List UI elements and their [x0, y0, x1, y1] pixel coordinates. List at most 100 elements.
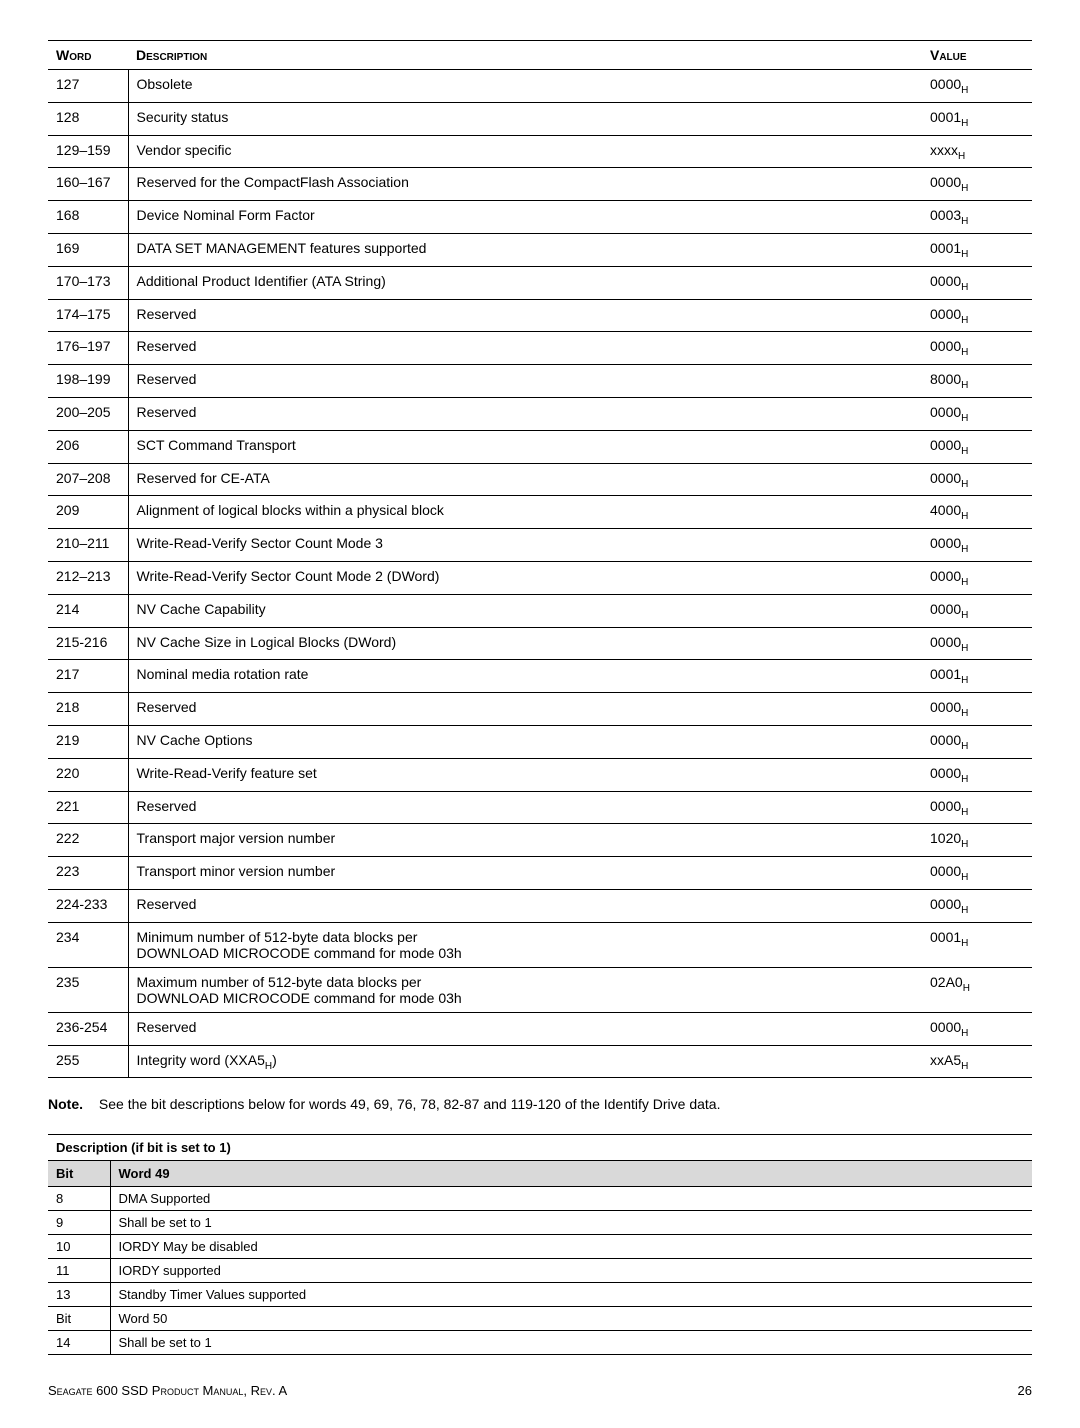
cell-value: 0000H — [922, 1012, 1032, 1045]
cell-bit: 11 — [48, 1259, 110, 1283]
table-row: 220Write-Read-Verify feature set0000H — [48, 758, 1032, 791]
cell-description: Vendor specific — [128, 135, 922, 168]
bits-col-bit: Bit — [48, 1161, 110, 1187]
cell-bit: 10 — [48, 1235, 110, 1259]
table-row: 207–208Reserved for CE-ATA0000H — [48, 463, 1032, 496]
table-row: 174–175Reserved0000H — [48, 299, 1032, 332]
cell-word: 221 — [48, 791, 128, 824]
cell-value: 0000H — [922, 430, 1032, 463]
cell-word: 210–211 — [48, 529, 128, 562]
table-row: 221Reserved0000H — [48, 791, 1032, 824]
cell-word: 160–167 — [48, 168, 128, 201]
cell-bit-description: Word 50 — [110, 1307, 1032, 1331]
cell-word: 209 — [48, 496, 128, 529]
identify-words-table: Word Description Value 127Obsolete0000H1… — [48, 40, 1032, 1078]
cell-word: 219 — [48, 725, 128, 758]
col-word: Word — [48, 41, 128, 70]
col-desc: Description — [128, 41, 922, 70]
cell-value: 0000H — [922, 725, 1032, 758]
cell-bit: Bit — [48, 1307, 110, 1331]
cell-word: 212–213 — [48, 561, 128, 594]
table-row: 13Standby Timer Values supported — [48, 1283, 1032, 1307]
cell-value: xxxxH — [922, 135, 1032, 168]
cell-word: 214 — [48, 594, 128, 627]
cell-word: 129–159 — [48, 135, 128, 168]
cell-description: Device Nominal Form Factor — [128, 201, 922, 234]
table-row: 160–167Reserved for the CompactFlash Ass… — [48, 168, 1032, 201]
cell-description: Reserved — [128, 397, 922, 430]
cell-value: 1020H — [922, 824, 1032, 857]
cell-value: 0003H — [922, 201, 1032, 234]
bits-header-1: Description (if bit is set to 1) — [48, 1135, 1032, 1161]
cell-word: 234 — [48, 922, 128, 967]
cell-description: Reserved — [128, 693, 922, 726]
table-row: 128Security status0001H — [48, 102, 1032, 135]
cell-value: 0000H — [922, 70, 1032, 103]
cell-word: 169 — [48, 233, 128, 266]
cell-word: 255 — [48, 1045, 128, 1078]
cell-description: Write-Read-Verify Sector Count Mode 3 — [128, 529, 922, 562]
table-row: 212–213Write-Read-Verify Sector Count Mo… — [48, 561, 1032, 594]
note-label: Note. — [48, 1096, 83, 1112]
cell-word: 174–175 — [48, 299, 128, 332]
cell-value: 0000H — [922, 332, 1032, 365]
cell-value: 0001H — [922, 233, 1032, 266]
page-footer: Seagate 600 SSD Product Manual, Rev. A 2… — [48, 1383, 1032, 1398]
cell-value: xxA5H — [922, 1045, 1032, 1078]
table-row: 129–159Vendor specificxxxxH — [48, 135, 1032, 168]
footer-left: Seagate 600 SSD Product Manual, Rev. A — [48, 1383, 287, 1398]
table-row: 14Shall be set to 1 — [48, 1331, 1032, 1355]
cell-value: 0000H — [922, 857, 1032, 890]
cell-word: 170–173 — [48, 266, 128, 299]
cell-value: 0000H — [922, 397, 1032, 430]
cell-word: 224-233 — [48, 889, 128, 922]
cell-description: NV Cache Options — [128, 725, 922, 758]
table-row: 11IORDY supported — [48, 1259, 1032, 1283]
cell-value: 0000H — [922, 594, 1032, 627]
cell-word: 207–208 — [48, 463, 128, 496]
table-header-row: Word Description Value — [48, 41, 1032, 70]
table-row: 127Obsolete0000H — [48, 70, 1032, 103]
table-row: 214NV Cache Capability0000H — [48, 594, 1032, 627]
table-row: 9Shall be set to 1 — [48, 1211, 1032, 1235]
table-row: 170–173Additional Product Identifier (AT… — [48, 266, 1032, 299]
cell-bit: 8 — [48, 1187, 110, 1211]
cell-bit: 14 — [48, 1331, 110, 1355]
cell-description: Reserved for CE-ATA — [128, 463, 922, 496]
table-row: 209Alignment of logical blocks within a … — [48, 496, 1032, 529]
cell-description: Reserved — [128, 365, 922, 398]
cell-bit-description: Shall be set to 1 — [110, 1211, 1032, 1235]
cell-description: NV Cache Size in Logical Blocks (DWord) — [128, 627, 922, 660]
table-row: 210–211Write-Read-Verify Sector Count Mo… — [48, 529, 1032, 562]
bits-col-word: Word 49 — [110, 1161, 1032, 1187]
cell-word: 176–197 — [48, 332, 128, 365]
cell-word: 215-216 — [48, 627, 128, 660]
cell-value: 0000H — [922, 168, 1032, 201]
table-row: 198–199Reserved8000H — [48, 365, 1032, 398]
table-row: 236-254Reserved0000H — [48, 1012, 1032, 1045]
cell-value: 4000H — [922, 496, 1032, 529]
cell-word: 127 — [48, 70, 128, 103]
bits-header-row-2: Bit Word 49 — [48, 1161, 1032, 1187]
cell-description: Write-Read-Verify feature set — [128, 758, 922, 791]
cell-value: 02A0H — [922, 967, 1032, 1012]
table-row: 222Transport major version number1020H — [48, 824, 1032, 857]
table-row: BitWord 50 — [48, 1307, 1032, 1331]
cell-value: 0000H — [922, 299, 1032, 332]
table-row: 8DMA Supported — [48, 1187, 1032, 1211]
table-row: 168Device Nominal Form Factor0003H — [48, 201, 1032, 234]
cell-bit-description: Shall be set to 1 — [110, 1331, 1032, 1355]
table-row: 224-233Reserved0000H — [48, 889, 1032, 922]
cell-word: 222 — [48, 824, 128, 857]
cell-description: Security status — [128, 102, 922, 135]
table-row: 218Reserved0000H — [48, 693, 1032, 726]
cell-description: Minimum number of 512-byte data blocks p… — [128, 922, 922, 967]
cell-value: 0001H — [922, 102, 1032, 135]
table-row: 200–205Reserved0000H — [48, 397, 1032, 430]
cell-description: Reserved for the CompactFlash Associatio… — [128, 168, 922, 201]
cell-description: NV Cache Capability — [128, 594, 922, 627]
table-row: 169DATA SET MANAGEMENT features supporte… — [48, 233, 1032, 266]
cell-value: 0000H — [922, 463, 1032, 496]
cell-description: Reserved — [128, 791, 922, 824]
cell-value: 0000H — [922, 627, 1032, 660]
